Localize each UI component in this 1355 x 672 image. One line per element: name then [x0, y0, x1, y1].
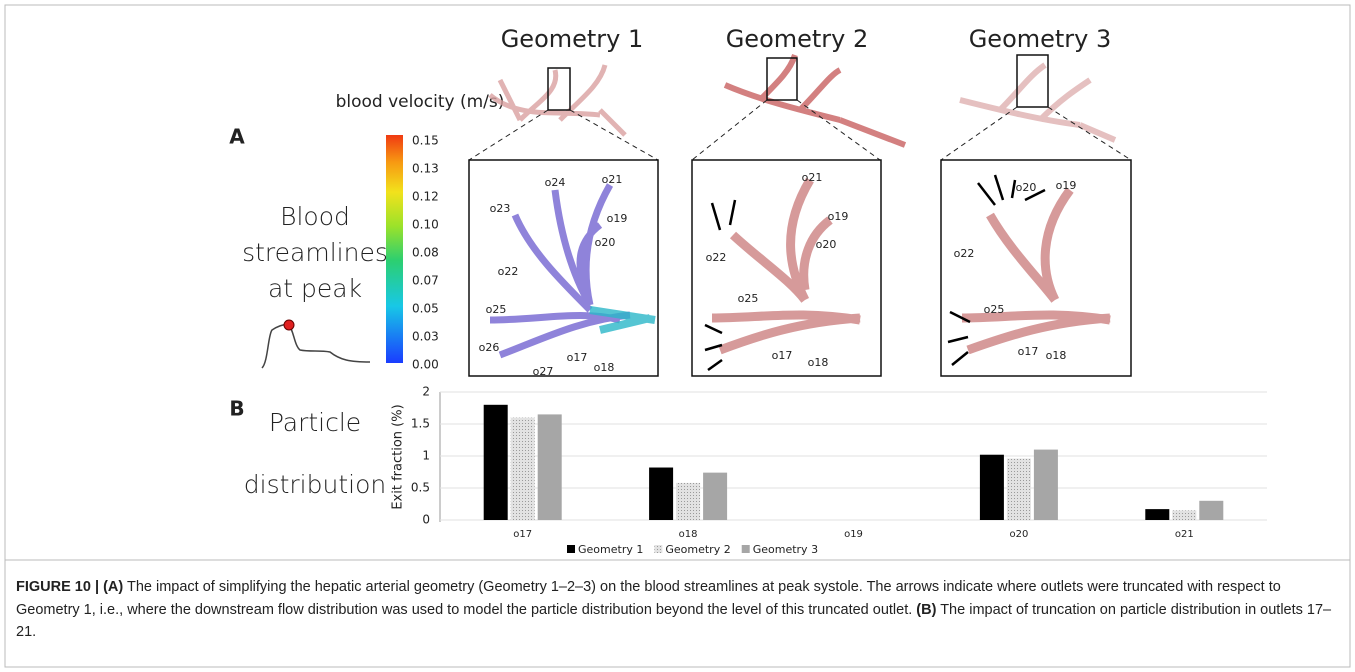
- outlet-label: o19: [828, 210, 849, 223]
- bar: [1199, 501, 1223, 520]
- figure: A B Blood streamlines at peak Particle d…: [0, 0, 1355, 672]
- outlet-label: o25: [486, 303, 507, 316]
- bar: [1034, 450, 1058, 520]
- geometry-title: Geometry 1: [501, 25, 644, 53]
- figure-canvas: A B Blood streamlines at peak Particle d…: [0, 0, 1355, 672]
- caption-label: FIGURE 10 |: [16, 579, 99, 595]
- outlet-label: o19: [607, 212, 628, 225]
- caption: FIGURE 10 | (A) The impact of simplifyin…: [16, 576, 1336, 644]
- colorbar: [386, 135, 403, 363]
- legend-label: Geometry 2: [665, 543, 730, 556]
- bar: [1172, 510, 1196, 520]
- colorbar-tick: 0.13: [412, 162, 439, 176]
- y-tick-label: 0: [422, 513, 430, 527]
- geometry-title: Geometry 2: [726, 25, 869, 53]
- outlet-label: o17: [772, 349, 793, 362]
- colorbar-tick: 0.07: [412, 274, 439, 288]
- caption-tag: (B): [916, 602, 936, 618]
- legend-swatch: [567, 545, 575, 553]
- legend-label: Geometry 1: [578, 543, 643, 556]
- colorbar-title: blood velocity (m/s): [336, 92, 505, 112]
- outlet-label: o20: [816, 238, 837, 251]
- bar: [676, 483, 700, 520]
- colorbar-tick: 0.10: [412, 218, 439, 232]
- outlet-label: o21: [602, 173, 623, 186]
- colorbar-tick: 0.12: [412, 190, 439, 204]
- legend-swatch: [654, 545, 662, 553]
- bar: [1007, 459, 1031, 520]
- y-axis-title: Exit fraction (%): [391, 404, 406, 509]
- x-tick-label: o17: [513, 529, 532, 540]
- legend-label: Geometry 3: [753, 543, 818, 556]
- colorbar-tick: 0.05: [412, 302, 439, 316]
- y-tick-label: 0.5: [411, 481, 430, 495]
- row-title: streamlines: [242, 238, 388, 267]
- outlet-label: o23: [490, 202, 511, 215]
- outlet-label: o24: [545, 176, 566, 189]
- row-title: distribution: [244, 470, 386, 499]
- colorbar-tick: 0.03: [412, 330, 439, 344]
- panel-label: B: [229, 397, 244, 421]
- caption-tag: (A): [103, 579, 123, 595]
- row-title: Particle: [269, 408, 361, 437]
- peak-marker: [284, 320, 294, 330]
- bar: [511, 418, 535, 520]
- bar: [538, 414, 562, 520]
- outlet-label: o19: [1056, 179, 1077, 192]
- bar: [484, 405, 508, 520]
- x-tick-label: o19: [844, 529, 863, 540]
- outlet-label: o26: [479, 341, 500, 354]
- outlet-label: o17: [567, 351, 588, 364]
- bar: [1145, 509, 1169, 520]
- row-title: Blood: [280, 202, 350, 231]
- legend-swatch: [742, 545, 750, 553]
- frame: [5, 5, 1350, 667]
- x-tick-label: o21: [1175, 529, 1194, 540]
- colorbar-tick: 0.08: [412, 246, 439, 260]
- bar: [649, 468, 673, 520]
- colorbar-tick: 0.15: [412, 134, 439, 148]
- x-tick-label: o20: [1009, 529, 1028, 540]
- vessel-images: [469, 55, 1131, 376]
- outlet-label: o17: [1018, 345, 1039, 358]
- x-tick-label: o18: [679, 529, 698, 540]
- outlet-label: o27: [533, 365, 554, 378]
- y-tick-label: 1: [422, 449, 430, 463]
- outlet-label: o25: [984, 303, 1005, 316]
- waveform: [262, 324, 370, 368]
- row-title: at peak: [268, 274, 362, 303]
- panel-label: A: [229, 125, 245, 149]
- outlet-label: o22: [706, 251, 727, 264]
- outlet-label: o25: [738, 292, 759, 305]
- colorbar-tick: 0.00: [412, 358, 439, 372]
- outlet-label: o21: [802, 171, 823, 184]
- outlet-label: o22: [498, 265, 519, 278]
- outlet-label: o20: [595, 236, 616, 249]
- y-tick-label: 2: [422, 385, 430, 399]
- outlet-label: o18: [1046, 349, 1067, 362]
- y-tick-label: 1.5: [411, 417, 430, 431]
- geometry-title: Geometry 3: [969, 25, 1112, 53]
- bar: [980, 455, 1004, 520]
- bar: [703, 473, 727, 520]
- outlet-label: o20: [1016, 181, 1037, 194]
- outlet-label: o18: [808, 356, 829, 369]
- outlet-label: o22: [954, 247, 975, 260]
- outlet-label: o18: [594, 361, 615, 374]
